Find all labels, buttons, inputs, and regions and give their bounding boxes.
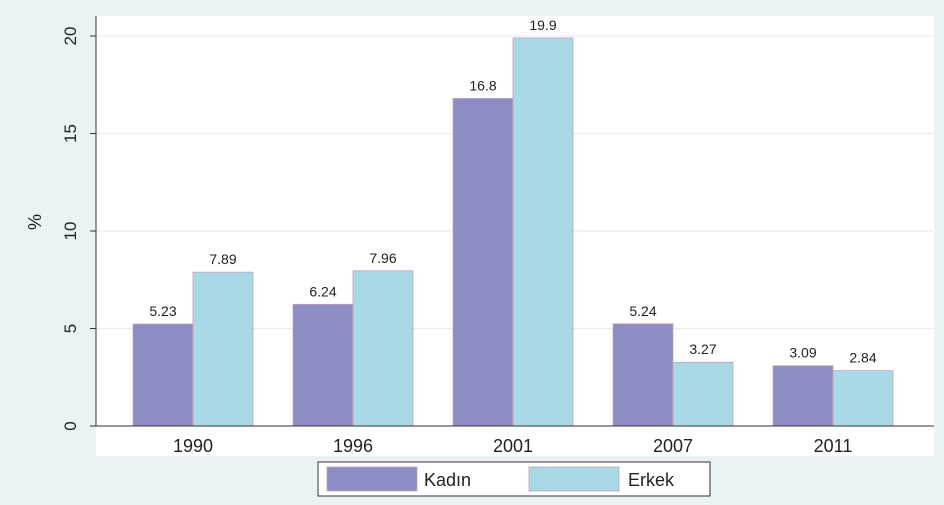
y-tick-label: 20 bbox=[61, 27, 80, 46]
value-label: 5.24 bbox=[629, 303, 656, 319]
x-tick-label: 2001 bbox=[493, 436, 533, 456]
x-tick-label: 1990 bbox=[173, 436, 213, 456]
y-axis-title: % bbox=[25, 214, 45, 230]
bar-kadin-1996 bbox=[292, 303, 354, 427]
x-tick-label: 1996 bbox=[333, 436, 373, 456]
axes: 0 5 10 15 20 1990 1996 2001 2007 2011 bbox=[61, 16, 934, 456]
x-tick-label: 2011 bbox=[814, 436, 853, 456]
bar-kadin-2001 bbox=[452, 98, 514, 427]
legend-label: Kadın bbox=[424, 470, 471, 490]
y-tick-label: 0 bbox=[61, 421, 80, 430]
x-tick-label: 2007 bbox=[653, 436, 693, 456]
value-label: 7.96 bbox=[369, 250, 396, 266]
value-label: 5.23 bbox=[149, 303, 176, 319]
y-tick-label: 5 bbox=[61, 324, 80, 333]
value-labels: 5.23 7.89 6.24 7.96 16.8 19.9 5.24 3.27 3.09 2.84 bbox=[149, 17, 876, 366]
bar-kadin-1990 bbox=[132, 323, 194, 427]
bar-erkek-2007 bbox=[672, 361, 734, 427]
value-label: 7.89 bbox=[209, 251, 236, 267]
legend: Kadın Erkek bbox=[317, 461, 711, 497]
legend-swatch-erkek bbox=[528, 466, 620, 492]
value-label: 19.9 bbox=[529, 17, 556, 33]
value-label: 6.24 bbox=[309, 283, 336, 299]
bar-erkek-2001 bbox=[512, 37, 574, 427]
bar-kadin-2007 bbox=[612, 323, 674, 427]
value-label: 2.84 bbox=[849, 350, 876, 366]
bar-erkek-2011 bbox=[832, 370, 894, 427]
value-label: 16.8 bbox=[469, 77, 496, 93]
bar-kadin-2011 bbox=[772, 365, 834, 427]
legend-swatch-kadin bbox=[326, 466, 418, 492]
value-label: 3.09 bbox=[789, 345, 816, 361]
bars bbox=[132, 37, 894, 427]
y-tick-label: 10 bbox=[61, 222, 80, 241]
value-label: 3.27 bbox=[689, 341, 716, 357]
y-tick-label: 15 bbox=[61, 124, 80, 143]
bar-erkek-1996 bbox=[352, 270, 414, 427]
legend-label: Erkek bbox=[628, 470, 675, 490]
bar-erkek-1990 bbox=[192, 271, 254, 427]
